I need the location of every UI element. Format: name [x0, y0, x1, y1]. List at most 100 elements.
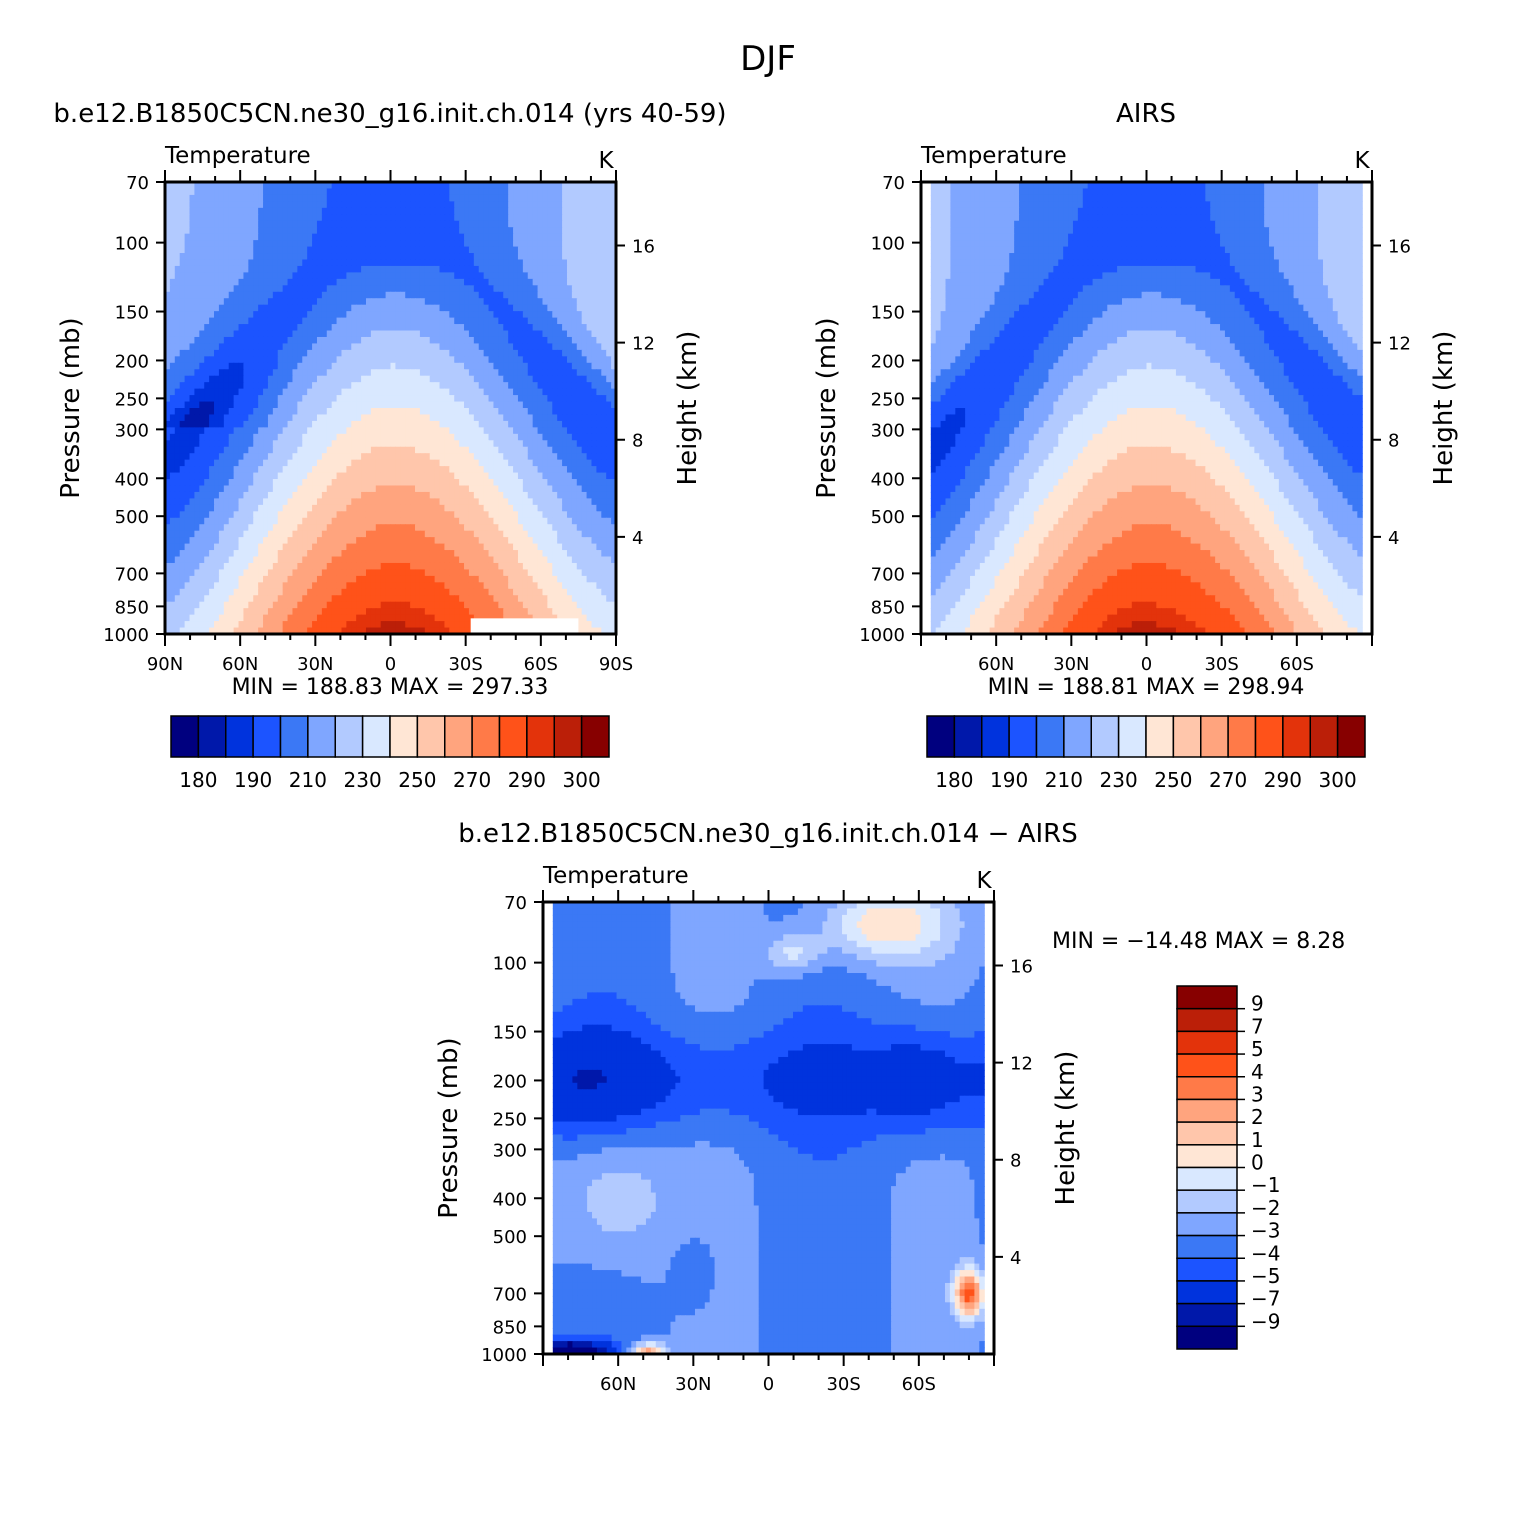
contour-cell	[375, 485, 382, 493]
contour-cell	[214, 369, 220, 377]
contour-cell	[248, 188, 254, 196]
contour-cell	[434, 182, 441, 190]
contour-cell	[243, 479, 249, 487]
contour-cell	[351, 388, 357, 396]
contour-cell	[444, 298, 450, 306]
contour-cell	[557, 240, 563, 248]
contour-cell	[248, 433, 254, 441]
contour-cell	[395, 375, 401, 383]
contour-cell	[483, 453, 490, 461]
contour-cell	[282, 253, 289, 261]
contour-cell	[606, 388, 612, 396]
contour-cell	[316, 408, 323, 416]
contour-cell	[282, 427, 289, 435]
contour-cell	[571, 188, 578, 196]
contour-cell	[566, 517, 573, 525]
contour-cell	[184, 233, 191, 241]
contour-cell	[272, 472, 279, 480]
contour-cell	[375, 356, 382, 364]
contour-cell	[189, 401, 196, 409]
contour-cell	[586, 472, 593, 480]
contour-cell	[209, 291, 215, 299]
contour-cell	[312, 401, 318, 409]
contour-cell	[351, 201, 357, 209]
contour-cell	[331, 265, 338, 273]
contour-cell	[258, 227, 264, 235]
contour-cell	[606, 304, 612, 312]
contour-cell	[258, 453, 264, 461]
contour-cell	[228, 433, 235, 441]
contour-cell	[439, 220, 446, 228]
contour-cell	[243, 304, 249, 312]
contour-cell	[326, 259, 333, 267]
contour-cell	[454, 524, 460, 532]
contour-cell	[214, 504, 220, 512]
contour-cell	[542, 291, 548, 299]
contour-cell	[189, 356, 196, 364]
contour-cell	[233, 472, 240, 480]
contour-cell	[483, 414, 490, 422]
contour-cell	[228, 304, 235, 312]
contour-cell	[400, 291, 406, 299]
contour-cell	[341, 214, 347, 222]
contour-cell	[238, 524, 245, 532]
contour-cell	[498, 188, 504, 196]
contour-cell	[444, 524, 450, 532]
contour-cell	[209, 414, 215, 422]
contour-cell	[331, 433, 338, 441]
contour-cell	[522, 485, 529, 493]
contour-cell	[184, 349, 191, 357]
contour-cell	[390, 511, 396, 519]
contour-cell	[571, 278, 578, 286]
contour-cell	[395, 466, 401, 474]
contour-cell	[562, 427, 568, 435]
contour-cell	[606, 453, 612, 461]
contour-cell	[326, 388, 333, 396]
contour-cell	[419, 194, 426, 202]
contour-cell	[415, 207, 421, 215]
contour-cell	[405, 485, 411, 493]
contour-cell	[365, 388, 372, 396]
contour-cell	[194, 246, 200, 254]
contour-cell	[532, 479, 539, 487]
contour-cell	[297, 265, 303, 273]
contour-cell	[316, 259, 323, 267]
contour-cell	[493, 304, 499, 312]
contour-cell	[478, 182, 485, 190]
contour-cell	[228, 459, 235, 467]
contour-cell	[566, 440, 573, 448]
contour-cell	[552, 375, 558, 383]
contour-cell	[483, 188, 490, 196]
contour-cell	[194, 388, 200, 396]
contour-cell	[517, 375, 524, 383]
contour-cell	[282, 343, 289, 351]
contour-cell	[209, 485, 215, 493]
contour-cell	[395, 420, 401, 428]
contour-cell	[488, 246, 495, 254]
contour-cell	[341, 259, 347, 267]
contour-cell	[351, 427, 357, 435]
contour-cell	[517, 517, 524, 525]
contour-cell	[263, 253, 269, 261]
contour-cell	[566, 388, 573, 396]
contour-cell	[218, 530, 225, 538]
contour-cell	[341, 453, 347, 461]
contour-cell	[370, 227, 377, 235]
contour-cell	[365, 227, 372, 235]
contour-cell	[199, 356, 205, 364]
contour-cell	[508, 401, 514, 409]
contour-cell	[390, 420, 396, 428]
contour-cell	[361, 453, 367, 461]
contour-cell	[316, 214, 323, 222]
contour-cell	[522, 330, 529, 338]
contour-cell	[277, 330, 284, 338]
contour-cell	[562, 201, 568, 209]
contour-cell	[385, 207, 392, 215]
contour-cell	[390, 433, 396, 441]
contour-cell	[218, 298, 225, 306]
contour-cell	[581, 472, 588, 480]
contour-cell	[522, 453, 529, 461]
contour-cell	[169, 517, 176, 525]
contour-cell	[331, 498, 338, 506]
contour-cell	[552, 240, 558, 248]
